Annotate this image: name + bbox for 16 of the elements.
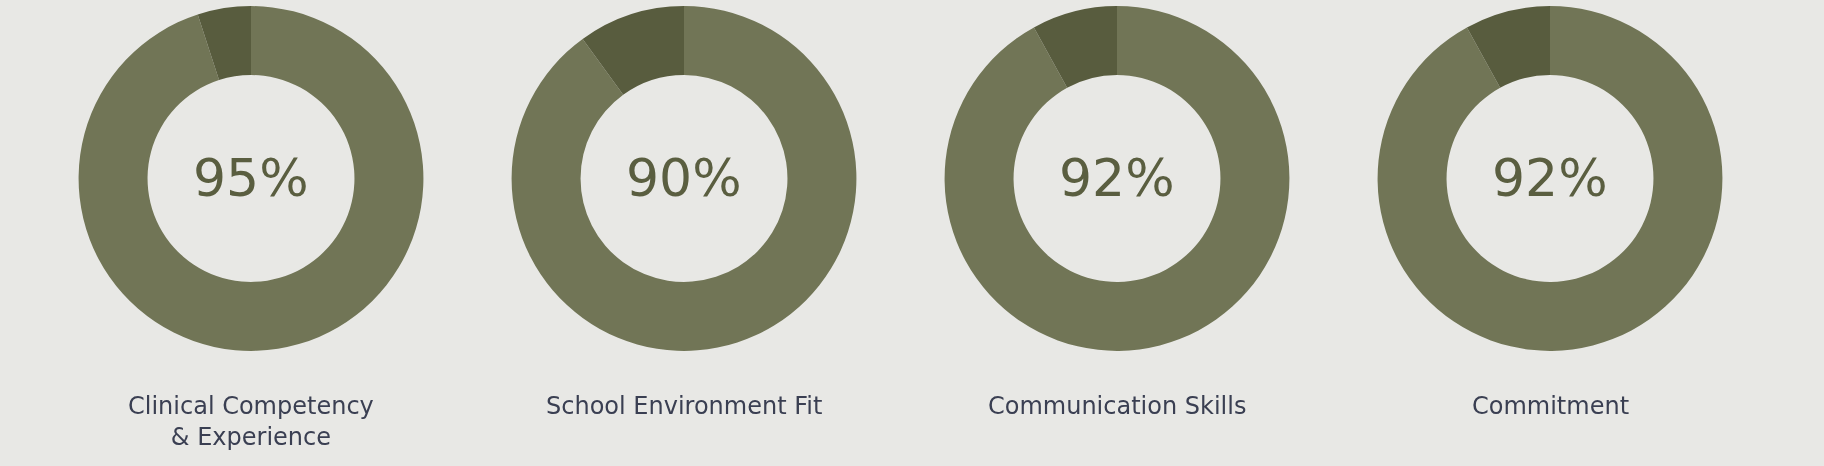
text: Clinical Competency & Experience (128, 392, 374, 452)
donut-slice (78, 6, 424, 351)
data-label: 90% (626, 148, 742, 208)
donut-slice (511, 6, 857, 351)
donut-slice (197, 6, 251, 81)
donut-slice (582, 6, 684, 95)
text: Communication Skills (988, 392, 1247, 420)
data-label: 92% (1059, 148, 1175, 208)
donut-slice (944, 6, 1290, 351)
data-label: 92% (1492, 148, 1608, 208)
data-label: 95% (193, 148, 309, 208)
donut-slice (1377, 6, 1723, 351)
donut-slice (1033, 6, 1117, 88)
donut-slice (1466, 6, 1550, 88)
text: Commitment (1472, 392, 1630, 420)
text: School Environment Fit (546, 392, 823, 420)
